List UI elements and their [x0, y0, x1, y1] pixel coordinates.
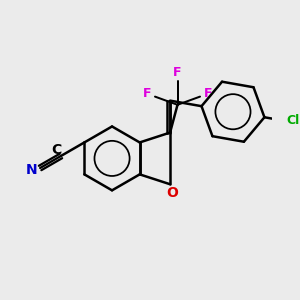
Text: F: F — [143, 87, 152, 100]
Text: O: O — [167, 186, 178, 200]
Text: F: F — [204, 87, 212, 100]
Text: C: C — [52, 143, 62, 157]
Text: Cl: Cl — [287, 114, 300, 127]
Text: N: N — [26, 163, 37, 177]
Text: F: F — [173, 66, 182, 79]
